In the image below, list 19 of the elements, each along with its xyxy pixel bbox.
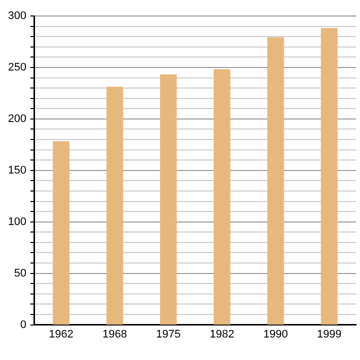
y-tick-label: 50 <box>14 267 26 280</box>
y-tick-label: 250 <box>8 62 26 74</box>
bar <box>320 28 338 325</box>
bar <box>267 37 284 325</box>
x-tick-label: 1968 <box>102 328 128 340</box>
y-tick-label: 0 <box>20 318 26 331</box>
x-tick-label: 1962 <box>48 328 74 340</box>
bar <box>106 86 124 325</box>
y-tick-label: 300 <box>8 10 26 22</box>
y-tick-label: 200 <box>8 112 26 125</box>
x-tick-label: 1975 <box>156 328 181 340</box>
bar <box>214 69 230 325</box>
y-tick-label: 100 <box>8 216 26 228</box>
x-tick-label: 1999 <box>316 328 342 340</box>
y-tick-label: 150 <box>8 164 26 176</box>
x-tick-label: 1982 <box>210 328 234 340</box>
bar <box>160 74 177 325</box>
bar <box>52 141 70 325</box>
x-tick-label: 1990 <box>263 328 288 340</box>
